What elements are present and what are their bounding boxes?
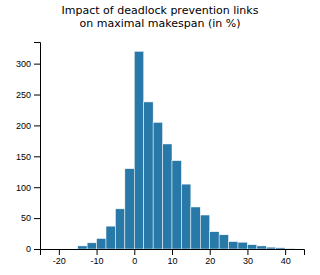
bar bbox=[276, 248, 285, 249]
tick: 200 bbox=[16, 121, 40, 131]
tick: 40 bbox=[281, 249, 291, 266]
bar bbox=[210, 232, 219, 249]
tick: 30 bbox=[243, 249, 253, 266]
tick: 150 bbox=[16, 152, 40, 162]
bar bbox=[285, 248, 294, 249]
title-line: Impact of deadlock prevention links bbox=[62, 4, 259, 17]
bar bbox=[115, 209, 124, 249]
tick-label: 50 bbox=[21, 213, 31, 223]
bar bbox=[266, 247, 275, 249]
tick-mark bbox=[34, 249, 40, 250]
tick-mark bbox=[134, 249, 135, 255]
tick-mark bbox=[34, 218, 40, 219]
tick-mark bbox=[34, 125, 40, 126]
tick-label: 10 bbox=[167, 256, 177, 266]
tick-label: -20 bbox=[53, 256, 66, 266]
bar bbox=[125, 169, 134, 249]
tick-mark bbox=[34, 187, 40, 188]
y-axis: 0 50 100 150 200 250 300 bbox=[16, 43, 41, 255]
bar bbox=[219, 235, 228, 249]
tick-label: 40 bbox=[281, 256, 291, 266]
title: Impact of deadlock prevention linkson ma… bbox=[62, 4, 259, 30]
title-line: on maximal makespan (in %) bbox=[80, 17, 241, 30]
bar bbox=[87, 243, 96, 249]
bar bbox=[191, 207, 200, 249]
tick-label: 150 bbox=[16, 152, 31, 162]
tick-label: 100 bbox=[16, 183, 31, 193]
tick: -10 bbox=[91, 249, 104, 266]
tick-label: 250 bbox=[16, 90, 31, 100]
bars bbox=[78, 51, 295, 249]
tick-mark bbox=[34, 64, 40, 65]
tick-mark bbox=[285, 249, 286, 255]
tick: 50 bbox=[21, 213, 40, 223]
bar bbox=[229, 242, 238, 249]
tick-mark bbox=[172, 249, 173, 255]
tick: 0 bbox=[26, 244, 40, 254]
bar bbox=[238, 242, 247, 249]
tick: 20 bbox=[205, 249, 215, 266]
plot: -20 -10 0 10 20 30 40 0 50 100 150 200 250 300 bbox=[16, 43, 305, 267]
tick: -20 bbox=[53, 249, 66, 266]
tick-mark bbox=[59, 249, 60, 255]
tick-label: 30 bbox=[243, 256, 253, 266]
tick-mark bbox=[34, 156, 40, 157]
tick-label: 0 bbox=[132, 256, 137, 266]
axis-line bbox=[41, 250, 305, 256]
bar bbox=[153, 122, 162, 249]
bar bbox=[134, 51, 143, 249]
bar bbox=[163, 144, 172, 249]
bar bbox=[78, 246, 87, 249]
tick-mark bbox=[210, 249, 211, 255]
bar bbox=[97, 238, 106, 249]
bar bbox=[200, 215, 209, 249]
bar bbox=[106, 226, 115, 249]
axis-line bbox=[34, 43, 41, 250]
tick-label: -10 bbox=[91, 256, 104, 266]
tick-label: 20 bbox=[205, 256, 215, 266]
bar bbox=[257, 246, 266, 249]
bar bbox=[172, 161, 181, 249]
tick: 250 bbox=[16, 90, 40, 100]
tick: 100 bbox=[16, 183, 40, 193]
tick-label: 300 bbox=[16, 59, 31, 69]
x-axis: -20 -10 0 10 20 30 40 bbox=[41, 249, 305, 266]
tick: 300 bbox=[16, 59, 40, 69]
tick: 10 bbox=[167, 249, 177, 266]
tick-mark bbox=[97, 249, 98, 255]
bar bbox=[181, 184, 190, 249]
chart: Impact of deadlock prevention linkson ma… bbox=[0, 0, 320, 275]
bar bbox=[144, 102, 153, 249]
bar bbox=[247, 245, 256, 249]
tick: 0 bbox=[132, 249, 137, 266]
tick-mark bbox=[247, 249, 248, 255]
tick-mark bbox=[34, 95, 40, 96]
tick-label: 0 bbox=[26, 244, 31, 254]
tick-label: 200 bbox=[16, 121, 31, 131]
